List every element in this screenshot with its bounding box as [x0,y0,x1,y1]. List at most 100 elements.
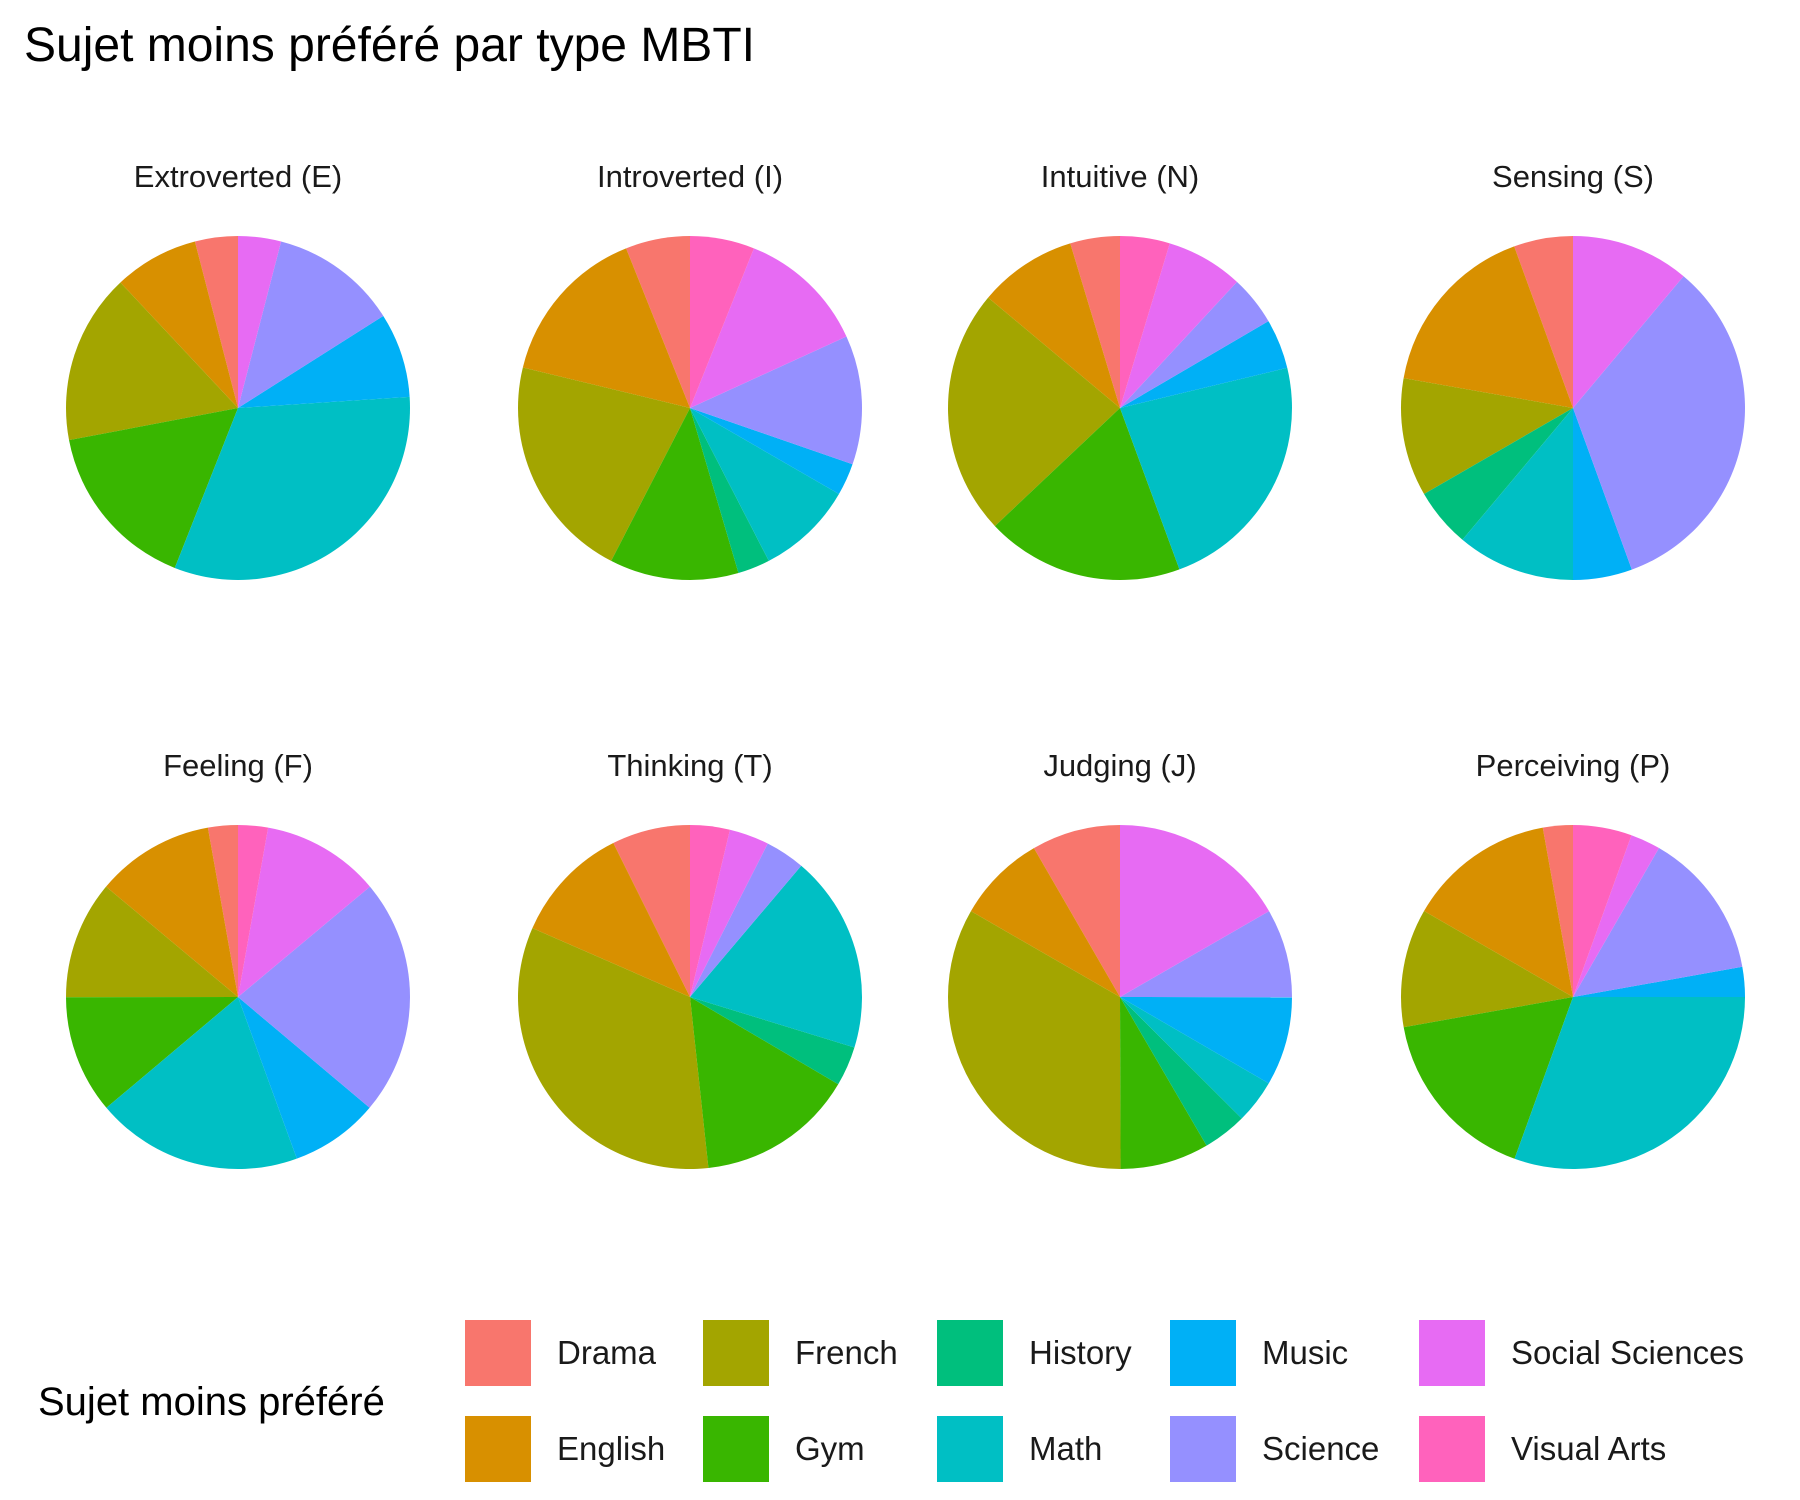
pie-slice-french [948,911,1121,1170]
pie-slice-gym [690,997,839,1169]
panel-title: Sensing (S) [1492,159,1654,194]
pie-slice-drama [613,825,690,997]
pie-panel-extroverted-e: Extroverted (E) [66,159,410,580]
pie-slice-math [690,408,839,561]
pie-slice-social-sciences [690,829,768,997]
pie-slice-gym [1403,997,1573,1159]
legend-item-drama: Drama [465,1320,657,1386]
panel-title: Perceiving (P) [1476,748,1671,783]
pie-slice-visual-arts [690,236,754,408]
pie-panel-sensing-s: Sensing (S) [1401,159,1745,580]
pie-slice-drama [1070,236,1120,408]
pie-slice-french [518,928,709,1169]
legend-swatch [1170,1320,1236,1386]
pie-slice-social-sciences [1120,243,1237,408]
pie-slice-gym [611,408,739,580]
pie-slice-history [1424,408,1573,540]
pie-slice-math [1462,408,1573,580]
legend-title: Sujet moins préféré [38,1380,385,1424]
pie-slice-music [1573,966,1745,997]
legend-item-social-sciences: Social Sciences [1419,1320,1744,1386]
legend-item-gym: Gym [703,1416,865,1482]
legend-swatch [703,1416,769,1482]
legend-item-french: French [703,1320,898,1386]
pie-slice-visual-arts [690,825,730,997]
pie-slice-drama [194,236,238,408]
pie-slice-music [690,408,853,494]
panel-title: Extroverted (E) [134,159,342,194]
legend-label: Social Sciences [1511,1334,1744,1371]
pie-slice-english [532,843,690,997]
legend-item-visual-arts: Visual Arts [1419,1416,1667,1482]
legend-label: French [795,1334,898,1371]
pie-slice-science [1120,911,1292,998]
pie-slice-social-sciences [238,827,370,997]
pie-slice-social-sciences [1573,835,1659,997]
pie-slice-math [106,997,297,1169]
pie-slice-science [238,886,411,1108]
pie-slice-science [690,336,862,465]
pie-slice-french [518,367,690,561]
legend-swatch [1170,1416,1236,1482]
pie-slice-math [174,396,410,580]
pie-slice-social-sciences [1573,236,1684,408]
legend-item-science: Science [1170,1416,1380,1482]
pie-slice-gym [66,997,238,1108]
pie-slice-drama [207,825,238,997]
panel-title: Introverted (I) [597,159,783,194]
pie-slice-science [1573,276,1745,570]
legend-label: Math [1029,1430,1103,1467]
legend-label: Visual Arts [1511,1430,1667,1467]
legend-label: Music [1262,1334,1349,1371]
pie-slice-english [1424,827,1573,997]
legend-swatch [937,1320,1003,1386]
pie-slice-music [1573,408,1632,580]
pie-slice-drama [626,236,690,408]
legend-label: Science [1262,1430,1380,1467]
pie-slice-music [238,997,370,1159]
pie-slice-english [120,241,238,408]
panel-title: Thinking (T) [607,748,772,783]
pie-panel-intuitive-n: Intuitive (N) [948,159,1292,581]
pie-slice-math [1120,997,1269,1119]
legend-swatch [465,1320,531,1386]
pie-panel-thinking-t: Thinking (T) [518,748,862,1169]
legend-label: Drama [557,1334,657,1371]
legend-label: English [557,1430,666,1467]
pie-slice-science [238,241,384,408]
pie-slice-gym [69,408,238,568]
pie-panel-feeling-f: Feeling (F) [66,748,411,1169]
pie-panel-introverted-i: Introverted (I) [518,159,862,580]
pie-grid: Extroverted (E) Introverted (I) Intuitive … [66,159,1745,1170]
legend-item-english: English [465,1416,666,1482]
pie-slice-visual-arts [238,825,269,997]
pie-slice-drama [1033,825,1120,997]
pie-slice-math [690,865,862,1048]
pie-slice-french [66,282,239,441]
pie-slice-history [690,408,769,574]
panel-title: Feeling (F) [163,748,313,783]
pie-slice-visual-arts [1573,825,1632,997]
pie-slice-drama [1514,236,1573,408]
pie-slice-english [970,848,1120,997]
panel-title: Judging (J) [1043,748,1196,783]
pie-slice-music [1120,997,1292,1084]
pie-panel-perceiving-p: Perceiving (P) [1401,748,1745,1169]
pie-slice-history [1120,997,1242,1146]
legend-label: Gym [795,1430,865,1467]
pie-slice-gym [1120,997,1207,1169]
pie-slice-math [1514,997,1745,1169]
pie-slice-english [988,243,1120,408]
legend-item-history: History [937,1320,1132,1386]
pie-slice-math [1120,367,1292,570]
legend-swatch [465,1416,531,1482]
chart-title: Sujet moins préféré par type MBTI [24,19,755,72]
pie-slice-social-sciences [238,236,282,408]
legend-swatch [1419,1320,1485,1386]
legend-label: History [1029,1334,1132,1371]
pie-slice-science [690,843,802,997]
pie-slice-french [1401,378,1573,494]
pie-slice-drama [1542,825,1573,997]
legend-swatch [703,1320,769,1386]
pie-slice-french [66,886,238,998]
